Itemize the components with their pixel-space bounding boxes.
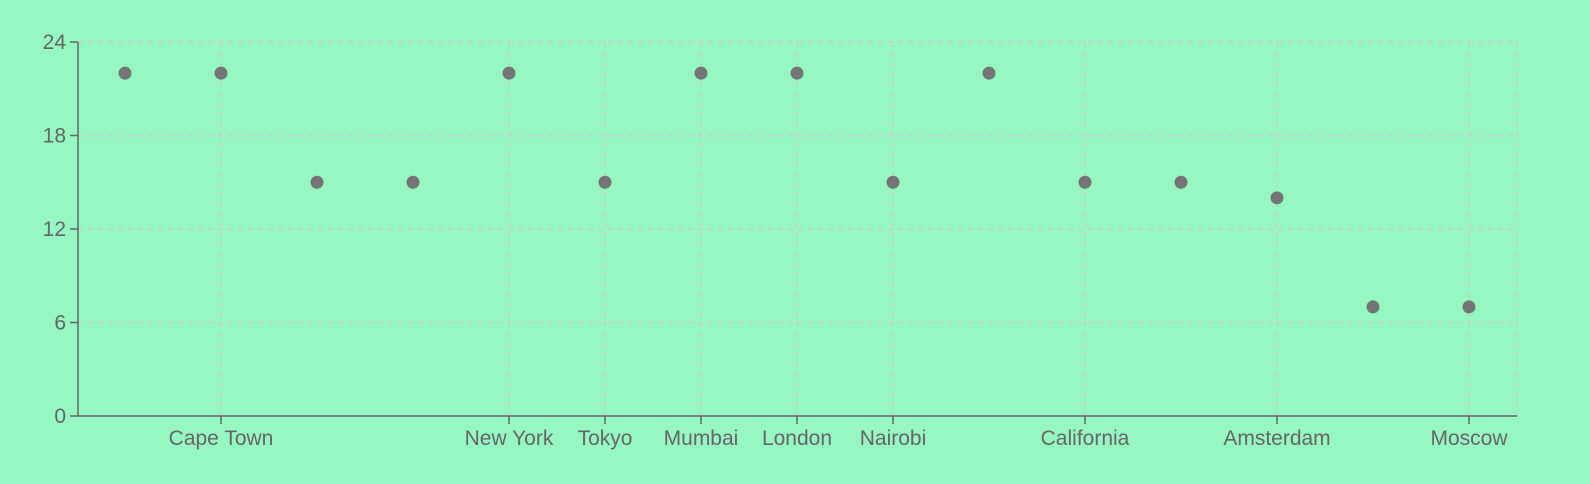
x-tick-label: Nairobi [860, 427, 927, 450]
axes [70, 41, 1517, 424]
x-tick-label: Mumbai [664, 427, 739, 450]
data-point[interactable] [406, 175, 420, 189]
data-point[interactable] [1174, 175, 1188, 189]
x-tick-label: Cape Town [169, 427, 274, 450]
y-tick-label: 18 [43, 125, 66, 148]
y-tick-label: 6 [54, 312, 66, 335]
x-tick-label: Amsterdam [1223, 427, 1330, 450]
data-point[interactable] [1366, 300, 1380, 314]
x-tick-label: California [1041, 427, 1130, 450]
data-point[interactable] [1462, 300, 1476, 314]
y-tick-label: 12 [43, 218, 66, 241]
y-tick-label: 0 [54, 405, 66, 428]
data-point[interactable] [886, 175, 900, 189]
data-point[interactable] [982, 66, 996, 80]
data-point[interactable] [598, 175, 612, 189]
data-point[interactable] [1270, 191, 1284, 205]
data-point[interactable] [694, 66, 708, 80]
data-point[interactable] [790, 66, 804, 80]
data-point[interactable] [118, 66, 132, 80]
data-point[interactable] [1078, 175, 1092, 189]
data-point[interactable] [502, 66, 516, 80]
x-tick-label: Moscow [1430, 427, 1508, 450]
data-point[interactable] [310, 175, 324, 189]
tick-labels: 0 6 12 18 24 Cape Town New York Tokyo Mumbai Lond… [43, 31, 1509, 450]
x-tick-label: London [762, 427, 832, 450]
x-tick-label: Tokyo [578, 427, 633, 450]
data-points [118, 66, 1476, 314]
grid [78, 41, 1518, 416]
x-tick-label: New York [465, 427, 554, 450]
data-point[interactable] [214, 66, 228, 80]
y-tick-label: 24 [43, 31, 67, 54]
